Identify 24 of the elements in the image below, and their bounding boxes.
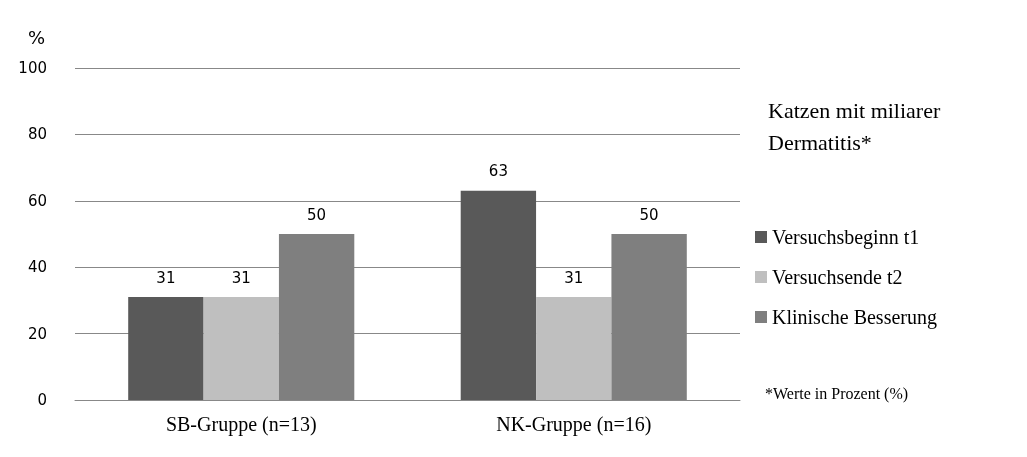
data-label: 63 (488, 162, 508, 181)
legend-label: Versuchsende t2 (772, 266, 903, 288)
legend-label: Versuchsbeginn t1 (772, 226, 920, 249)
y-axis-title: % (27, 26, 45, 48)
y-tick-label: 40 (27, 258, 47, 277)
legend-title: Katzen mit miliarer Dermatitis* (768, 97, 946, 155)
data-label: 50 (307, 205, 327, 224)
bar (460, 190, 537, 400)
x-tick-label: NK-Gruppe (n=16) (496, 413, 652, 436)
y-tick-label: 100 (18, 59, 47, 77)
bar (128, 297, 204, 400)
legend-label: Klinische Besserung (772, 306, 937, 329)
text: *Werte in Prozent (%) (765, 384, 909, 403)
bar (536, 297, 612, 400)
x-tick-label: SB-Gruppe (n=13) (165, 413, 317, 436)
data-label: 31 (156, 268, 176, 287)
data-label: 31 (231, 268, 251, 287)
y-tick-label: 0 (37, 391, 47, 409)
y-tick-label: 20 (27, 324, 47, 343)
y-tick-label: 60 (27, 191, 47, 210)
bar (203, 297, 279, 400)
data-label: 31 (564, 268, 584, 287)
data-label: 50 (639, 205, 659, 224)
y-tick-label: 80 (27, 125, 47, 144)
